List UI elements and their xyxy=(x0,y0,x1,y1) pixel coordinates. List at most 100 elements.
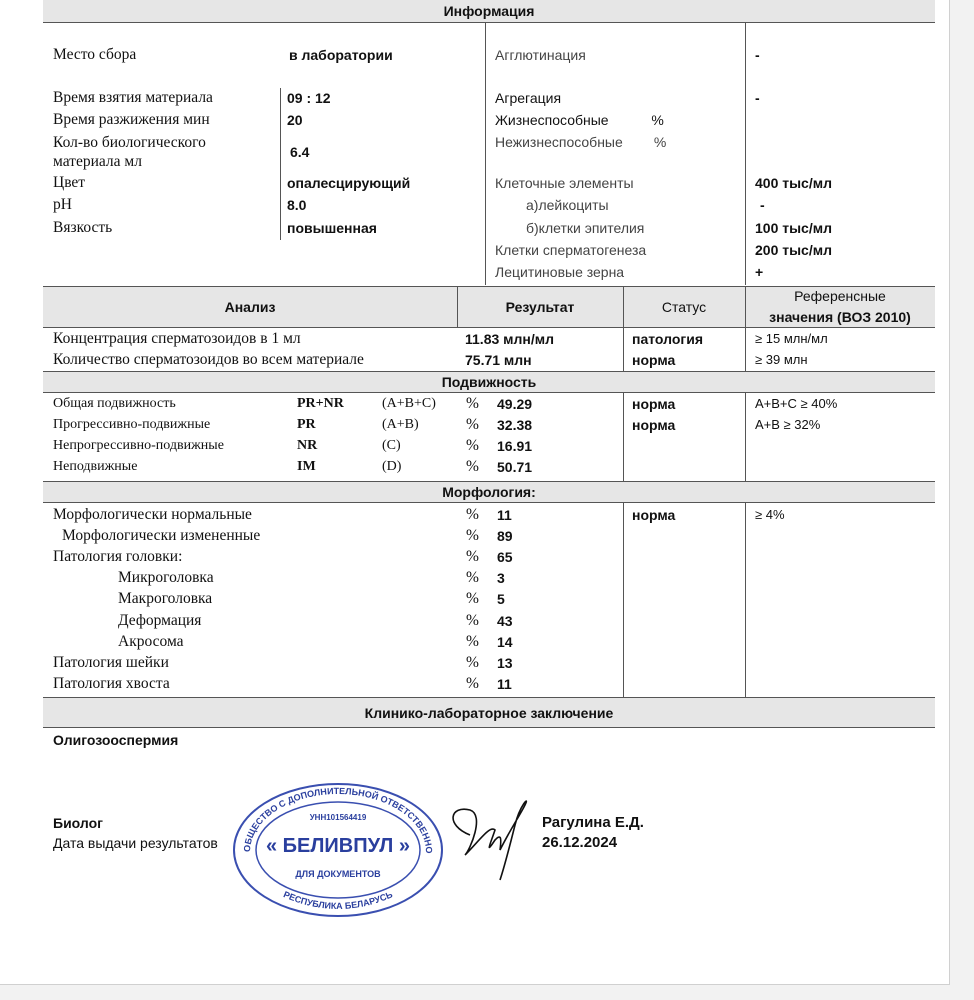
row-label: Патология шейки xyxy=(53,653,169,671)
row-reference: ≥ 4% xyxy=(755,507,785,522)
row-group: (D) xyxy=(382,459,402,474)
svg-text:ДЛЯ ДОКУМЕНТОВ: ДЛЯ ДОКУМЕНТОВ xyxy=(295,869,381,879)
morphology-title: Морфология: xyxy=(442,484,536,500)
row-label: Прогрессивно-подвижные xyxy=(53,417,211,432)
row-value: 11 xyxy=(497,507,512,523)
row-label: Макроголовка xyxy=(118,590,213,608)
divider xyxy=(280,88,281,240)
field-value: 09 : 12 xyxy=(287,90,331,106)
row-value: 13 xyxy=(497,654,513,671)
analysis-header xyxy=(43,286,935,328)
row-unit: % xyxy=(466,506,479,523)
field-label: Нежизнеспособные % xyxy=(495,134,667,150)
row-unit: % xyxy=(466,458,479,475)
row-group: (A+B) xyxy=(382,417,419,432)
field-value: 6.4 xyxy=(290,144,310,160)
row-reference: ≥ 39 млн xyxy=(755,352,808,367)
row-status: норма xyxy=(632,417,676,433)
field-label: б)клетки эпителия xyxy=(526,220,645,236)
issue-date-label: Дата выдачи результатов xyxy=(53,835,218,851)
row-reference: A+B+C ≥ 40% xyxy=(755,396,838,411)
field-label: Клеточные элементы xyxy=(495,175,634,191)
row-unit: % xyxy=(466,653,479,671)
row-value: 5 xyxy=(497,591,505,608)
divider xyxy=(623,286,624,371)
row-value: 43 xyxy=(497,612,513,629)
row-label: Количество сперматозоидов во всем матери… xyxy=(53,351,364,368)
row-reference: A+B ≥ 32% xyxy=(755,417,821,432)
divider xyxy=(745,393,746,481)
row-code: PR+NR xyxy=(297,396,344,411)
header-analysis: Анализ xyxy=(224,299,276,315)
field-value: + xyxy=(755,264,764,280)
divider xyxy=(485,23,486,285)
row-label: Патология хвоста xyxy=(53,674,170,692)
row-label: Акросома xyxy=(118,632,184,650)
field-label: Место сбора xyxy=(53,46,137,63)
field-value: 100 тыс/мл xyxy=(755,220,832,236)
row-code: NR xyxy=(297,438,318,453)
field-label: Агрегация xyxy=(495,90,562,106)
row-value: 49.29 xyxy=(497,396,533,412)
row-value: 3 xyxy=(497,570,505,587)
field-label: Кол-во биологического xyxy=(53,134,206,151)
row-value: 65 xyxy=(497,549,513,566)
field-value: повышенная xyxy=(287,220,377,236)
field-label: Цвет xyxy=(53,174,86,191)
row-value: 14 xyxy=(497,633,513,650)
field-value: опалесцирующий xyxy=(287,175,411,191)
row-result: 75.71 млн xyxy=(465,352,532,368)
header-status: Статус xyxy=(661,299,707,315)
row-unit: % xyxy=(466,569,479,587)
divider xyxy=(457,286,458,328)
divider xyxy=(623,393,624,481)
row-unit: % xyxy=(466,674,479,692)
field-label: Лецитиновые зерна xyxy=(495,264,625,280)
field-value: 8.0 xyxy=(287,197,307,213)
conclusion-text: Олигозооспермия xyxy=(53,732,179,748)
conclusion-title: Клинико-лабораторное заключение xyxy=(364,704,614,721)
row-label: Неподвижные xyxy=(53,459,138,474)
field-label: Вязкость xyxy=(53,219,113,236)
info-header: Информация xyxy=(43,0,935,23)
row-unit: % xyxy=(466,590,479,608)
field-value: - xyxy=(755,90,760,106)
field-value: 200 тыс/мл xyxy=(755,242,832,258)
conclusion-header: Клинико-лабораторное заключение xyxy=(43,697,935,728)
lab-report-page: Информация Место сбора в лаборатории Вре… xyxy=(0,0,950,985)
row-status: норма xyxy=(632,507,676,523)
svg-text:УНН101564419: УНН101564419 xyxy=(310,813,367,822)
row-unit: % xyxy=(466,548,479,566)
field-label: Агглютинация xyxy=(495,47,586,63)
header-reference: Референсные xyxy=(794,288,886,304)
row-group: (A+B+C) xyxy=(382,396,436,411)
field-label: pH xyxy=(53,196,72,213)
info-title: Информация xyxy=(443,3,535,19)
row-label: Патология головки: xyxy=(53,548,183,566)
field-label: Время разжижения мин xyxy=(53,111,210,128)
row-reference: ≥ 15 млн/мл xyxy=(755,331,828,346)
svg-text:« БЕЛИВПУЛ »: « БЕЛИВПУЛ » xyxy=(266,835,410,857)
field-value: 400 тыс/мл xyxy=(755,175,832,191)
row-value: 89 xyxy=(497,528,513,545)
row-unit: % xyxy=(466,632,479,650)
row-unit: % xyxy=(466,416,479,433)
row-group: (C) xyxy=(382,438,401,453)
biologist-label: Биолог xyxy=(53,815,103,831)
field-value: - xyxy=(755,47,760,63)
divider xyxy=(623,503,624,697)
row-label: Деформация xyxy=(118,611,202,629)
row-label: Морфологически измененные xyxy=(62,527,261,545)
signature xyxy=(452,800,528,881)
row-label: Общая подвижность xyxy=(53,396,176,411)
row-status: патология xyxy=(632,331,703,347)
row-value: 16.91 xyxy=(497,438,533,454)
biologist-name: Рагулина Е.Д. xyxy=(542,814,644,831)
row-unit: % xyxy=(466,395,479,412)
row-code: PR xyxy=(297,417,316,432)
field-label: Время взятия материала xyxy=(53,89,213,106)
motility-title: Подвижность xyxy=(441,374,537,390)
row-value: 11 xyxy=(497,675,512,692)
row-value: 50.71 xyxy=(497,459,533,475)
header-result: Результат xyxy=(505,299,575,315)
